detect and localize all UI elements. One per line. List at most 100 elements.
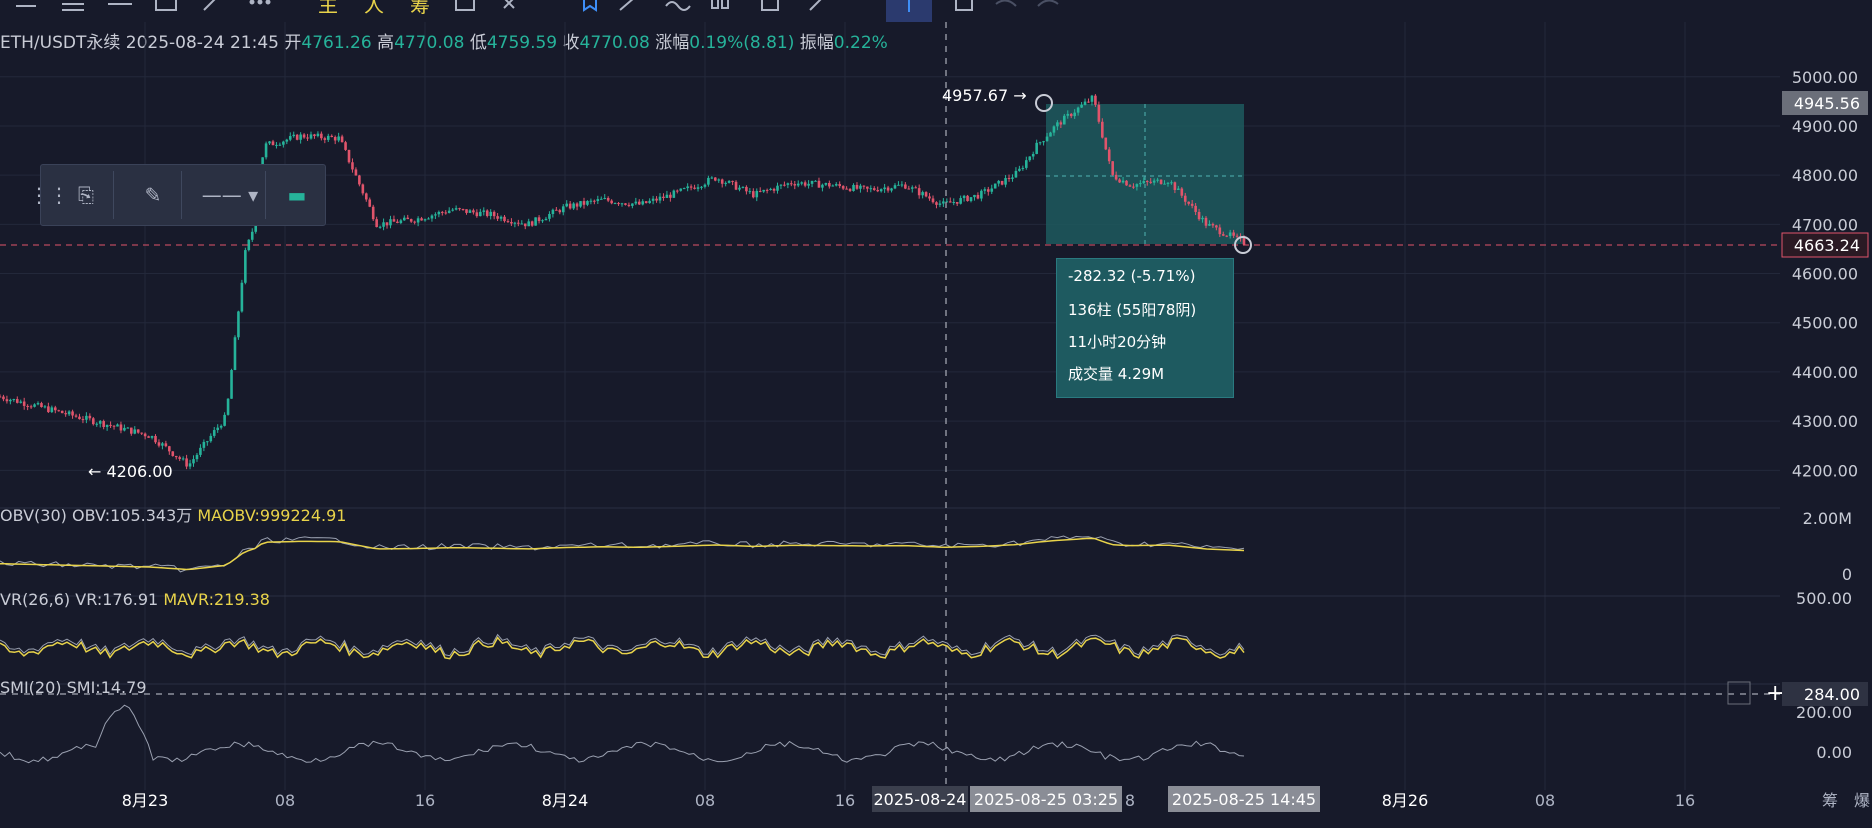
candle-body [140, 432, 143, 434]
ohlc-header: ETH/USDT永续 2025-08-24 21:45 开4761.26 高47… [0, 28, 888, 53]
candle-body [955, 201, 959, 204]
candle-body [555, 209, 558, 211]
trend-line-icon[interactable] [203, 0, 216, 11]
candle-body [226, 398, 230, 415]
candle-body [1059, 122, 1063, 125]
candle-body [43, 406, 47, 408]
drag-handle-icon[interactable]: ⋮⋮ [29, 183, 69, 207]
candle-body [143, 433, 147, 437]
candle-body [1156, 179, 1159, 181]
candle-body [914, 187, 918, 189]
candle-body [212, 430, 216, 436]
time-tick-label: 8月26 [1382, 791, 1429, 810]
low-marker-label: ← 4206.00 [88, 462, 173, 481]
candle-body [910, 187, 914, 189]
pencil-icon[interactable] [809, 0, 822, 11]
edit-pencil-icon[interactable]: ✎ [144, 183, 162, 207]
candle-body [292, 134, 296, 137]
candle-body [942, 201, 945, 204]
candle-body [762, 189, 765, 192]
time-tick-label: 08 [695, 791, 715, 810]
candle-body [872, 188, 876, 190]
main-chart-icon[interactable]: 主 [318, 0, 338, 17]
candle-body [499, 216, 503, 219]
candle-body [1166, 182, 1170, 184]
template-icon[interactable]: ⎘ [78, 183, 94, 207]
crosshair-price-badge [1782, 91, 1868, 115]
mavr-line [0, 636, 1245, 660]
color-picker-icon[interactable]: ▬ [287, 183, 307, 207]
candle-body [403, 217, 406, 221]
candle-body [627, 204, 631, 206]
candle-body [938, 203, 942, 205]
candle-body [1056, 122, 1059, 127]
candle-body [669, 194, 672, 198]
indicator-icon[interactable] [455, 0, 475, 11]
candle-body [776, 185, 779, 191]
candle-body [485, 210, 489, 217]
expand-icon[interactable] [1727, 681, 1751, 705]
candle-body [389, 219, 392, 226]
candle-body [85, 415, 88, 420]
chip-icon[interactable]: 筹 [410, 0, 430, 17]
more-icon[interactable] [249, 0, 255, 5]
candle-body [174, 455, 178, 458]
compare-icon[interactable] [503, 0, 515, 9]
candle-body [886, 187, 890, 191]
candle-body [247, 239, 251, 251]
candles-icon[interactable] [711, 0, 719, 9]
candle-body [489, 211, 492, 217]
vr-value: VR:176.91 [75, 590, 159, 609]
candle-body [1101, 121, 1104, 138]
candle-body [371, 206, 375, 220]
candle-body [364, 193, 368, 200]
bookmark-icon[interactable] [583, 0, 597, 12]
close-value: 4770.08 [579, 33, 650, 53]
add-icon[interactable]: + [1766, 681, 1784, 706]
line-style-dropdown[interactable]: —— ▾ [201, 183, 259, 207]
time-tick-label: 16 [1675, 791, 1695, 810]
candle-body [216, 427, 219, 431]
person-icon[interactable]: 人 [364, 0, 384, 17]
measure-end-handle[interactable] [1234, 236, 1252, 254]
calendar-icon[interactable] [761, 0, 779, 11]
measure-duration: 11小时20分钟 [1068, 333, 1167, 351]
candle-body [841, 186, 845, 189]
candle-body [461, 208, 465, 210]
candle-body [1145, 181, 1149, 183]
candle-body [482, 210, 486, 212]
wave-icon[interactable] [665, 1, 691, 11]
candle-body [71, 411, 74, 416]
candle-body [250, 231, 254, 240]
candle-body [665, 194, 669, 198]
candle-body [437, 211, 441, 215]
candle-body [803, 182, 807, 186]
candle-body [800, 182, 803, 184]
clipboard-icon[interactable] [955, 0, 973, 11]
candle-body [5, 399, 9, 402]
redo-icon[interactable] [1037, 0, 1059, 7]
candle-body [1180, 188, 1184, 196]
brush-icon[interactable] [619, 0, 634, 11]
candle-body [385, 222, 389, 226]
candle-body [679, 188, 683, 191]
obv-lines [0, 535, 1245, 573]
candle-body [441, 211, 444, 213]
undo-icon[interactable] [995, 0, 1017, 7]
candle-body [1097, 104, 1101, 122]
candle-body [219, 425, 223, 428]
candle-body [74, 415, 78, 417]
square-icon[interactable] [155, 0, 177, 11]
candle-body [102, 421, 105, 427]
candle-body [333, 137, 337, 141]
candle-body [814, 180, 817, 182]
close-label: 收 [562, 33, 580, 53]
measure-start-handle[interactable] [1035, 94, 1053, 112]
candle-body [133, 429, 137, 434]
candle-body [731, 180, 734, 182]
candle-body [1142, 181, 1146, 184]
candle-body [593, 200, 596, 202]
candle-body [396, 221, 399, 223]
candle-body [1000, 180, 1004, 185]
